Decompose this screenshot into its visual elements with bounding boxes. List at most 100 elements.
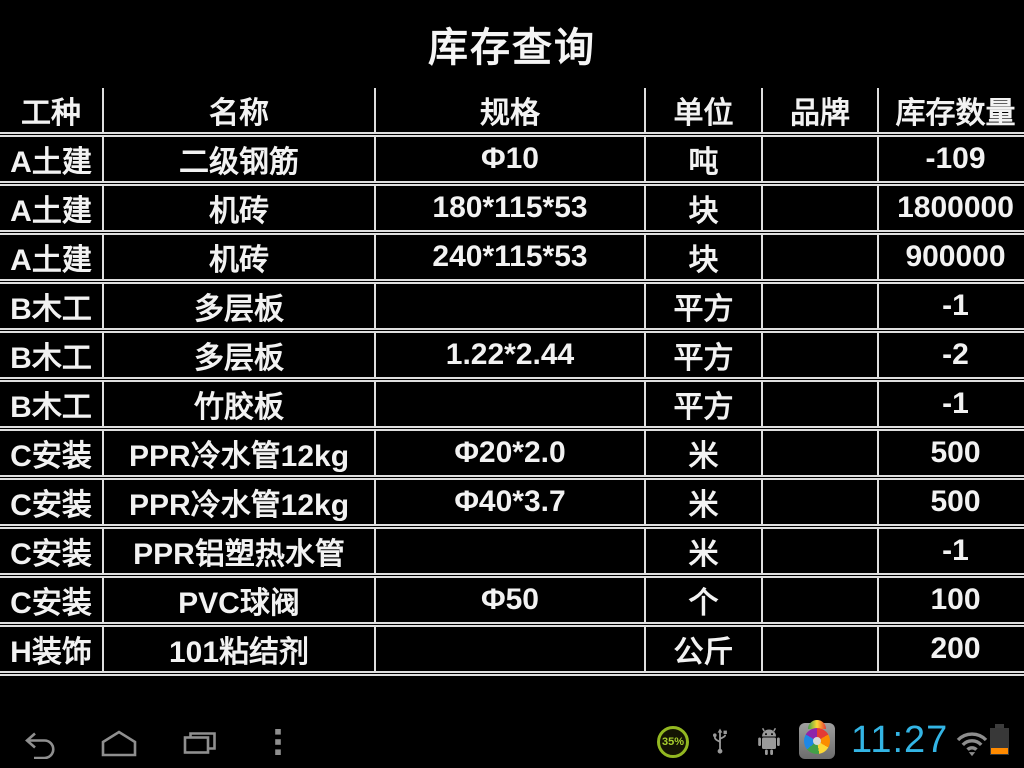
inventory-table: 工种 名称 规格 单位 品牌 库存数量 A土建 二级钢筋 Φ10 吨 -109 A土建 机砖…: [0, 88, 1024, 676]
table-row[interactable]: A土建 机砖 240*115*53 块 900000: [0, 232, 1024, 284]
table-cell: [762, 575, 879, 627]
table-cell: 米: [645, 428, 763, 480]
table-cell: 机砖: [103, 232, 376, 284]
table-cell: 平方: [645, 330, 763, 382]
table-cell: 吨: [645, 134, 763, 186]
home-button[interactable]: [99, 729, 139, 757]
table-cell: Φ50: [375, 575, 646, 627]
table-cell: 米: [645, 477, 763, 529]
table-row[interactable]: B木工 竹胶板 平方 -1: [0, 379, 1024, 431]
table-cell: 块: [645, 183, 763, 235]
table-cell: Φ20*2.0: [375, 428, 646, 480]
battery-icon: [990, 724, 1009, 755]
table-cell: C安装: [0, 477, 104, 529]
table-cell: 块: [645, 232, 763, 284]
table-cell: 米: [645, 526, 763, 578]
table-cell: A土建: [0, 134, 104, 186]
table-cell: H装饰: [0, 624, 104, 676]
back-icon: [25, 732, 55, 759]
table-cell: [375, 379, 646, 431]
table-cell: 平方: [645, 281, 763, 333]
gallery-app-icon-pinwheel: [804, 728, 830, 754]
table-cell: [762, 379, 879, 431]
table-cell: C安装: [0, 428, 104, 480]
table-cell: 1.22*2.44: [375, 330, 646, 382]
table-cell: 100: [878, 575, 1024, 627]
table-cell: [762, 281, 879, 333]
table-header-row: 工种 名称 规格 单位 品牌 库存数量: [0, 88, 1024, 137]
table-row[interactable]: C安装 PPR冷水管12kg Φ20*2.0 米 500: [0, 428, 1024, 480]
table-cell: -1: [878, 379, 1024, 431]
table-cell: [762, 183, 879, 235]
table-cell: C安装: [0, 575, 104, 627]
menu-icon: [275, 729, 281, 755]
table-cell: [762, 477, 879, 529]
table-cell: PPR冷水管12kg: [103, 428, 376, 480]
table-cell: 500: [878, 477, 1024, 529]
table-cell: B木工: [0, 379, 104, 431]
table-cell: 个: [645, 575, 763, 627]
recents-icon: [183, 732, 216, 754]
table-cell: 多层板: [103, 330, 376, 382]
battery-icon-charge-level: [991, 748, 1008, 754]
col-header-spec: 规格: [375, 88, 646, 137]
wifi-icon: [956, 732, 988, 757]
table-cell: A土建: [0, 232, 104, 284]
table-row[interactable]: A土建 机砖 180*115*53 块 1800000: [0, 183, 1024, 235]
back-button[interactable]: [22, 730, 58, 759]
battery-saver-percent: 35%: [661, 736, 685, 748]
col-header-brand: 品牌: [762, 88, 879, 137]
table-cell: B木工: [0, 330, 104, 382]
table-cell: [762, 624, 879, 676]
table-cell: B木工: [0, 281, 104, 333]
table-cell: PVC球阀: [103, 575, 376, 627]
table-cell: [762, 134, 879, 186]
table-cell: 180*115*53: [375, 183, 646, 235]
table-cell: 500: [878, 428, 1024, 480]
adb-android-icon: [758, 727, 780, 755]
table-cell: PPR冷水管12kg: [103, 477, 376, 529]
col-header-name: 名称: [103, 88, 376, 137]
table-row[interactable]: B木工 多层板 平方 -1: [0, 281, 1024, 333]
table-cell: -2: [878, 330, 1024, 382]
battery-saver-badge-icon: 35%: [657, 726, 689, 758]
table-cell: [375, 526, 646, 578]
table-cell: A土建: [0, 183, 104, 235]
table-cell: Φ40*3.7: [375, 477, 646, 529]
table-row[interactable]: C安装 PPR铝塑热水管 米 -1: [0, 526, 1024, 578]
table-cell: C安装: [0, 526, 104, 578]
col-header-unit: 单位: [645, 88, 763, 137]
table-cell: 机砖: [103, 183, 376, 235]
table-cell: 平方: [645, 379, 763, 431]
page-title: 库存查询: [428, 26, 596, 70]
home-icon: [101, 730, 137, 757]
gallery-app-icon: [799, 720, 835, 759]
table-row[interactable]: H装饰 101粘结剂 公斤 200: [0, 624, 1024, 676]
table-cell: [762, 428, 879, 480]
clock: 11:27: [851, 719, 949, 761]
menu-button[interactable]: [274, 728, 282, 757]
recents-button[interactable]: [182, 730, 218, 756]
table-cell: 900000: [878, 232, 1024, 284]
table-body: A土建 二级钢筋 Φ10 吨 -109 A土建 机砖 180*115*53 块 1800000 A土…: [0, 134, 1024, 676]
table-cell: 1800000: [878, 183, 1024, 235]
table-cell: [762, 526, 879, 578]
col-header-worktype: 工种: [0, 88, 104, 137]
table-cell: 竹胶板: [103, 379, 376, 431]
table-row[interactable]: A土建 二级钢筋 Φ10 吨 -109: [0, 134, 1024, 186]
table-row[interactable]: C安装 PPR冷水管12kg Φ40*3.7 米 500: [0, 477, 1024, 529]
table-cell: 公斤: [645, 624, 763, 676]
col-header-stock: 库存数量: [878, 88, 1024, 137]
table-cell: 200: [878, 624, 1024, 676]
table-row[interactable]: B木工 多层板 1.22*2.44 平方 -2: [0, 330, 1024, 382]
table-cell: 240*115*53: [375, 232, 646, 284]
gallery-app-icon-handle: [808, 720, 826, 729]
table-cell: 多层板: [103, 281, 376, 333]
usb-icon: [713, 728, 727, 754]
table-cell: 101粘结剂: [103, 624, 376, 676]
battery-icon-nub: [995, 724, 1004, 728]
table-row[interactable]: C安装 PVC球阀 Φ50 个 100: [0, 575, 1024, 627]
table-cell: PPR铝塑热水管: [103, 526, 376, 578]
table-cell: [375, 624, 646, 676]
